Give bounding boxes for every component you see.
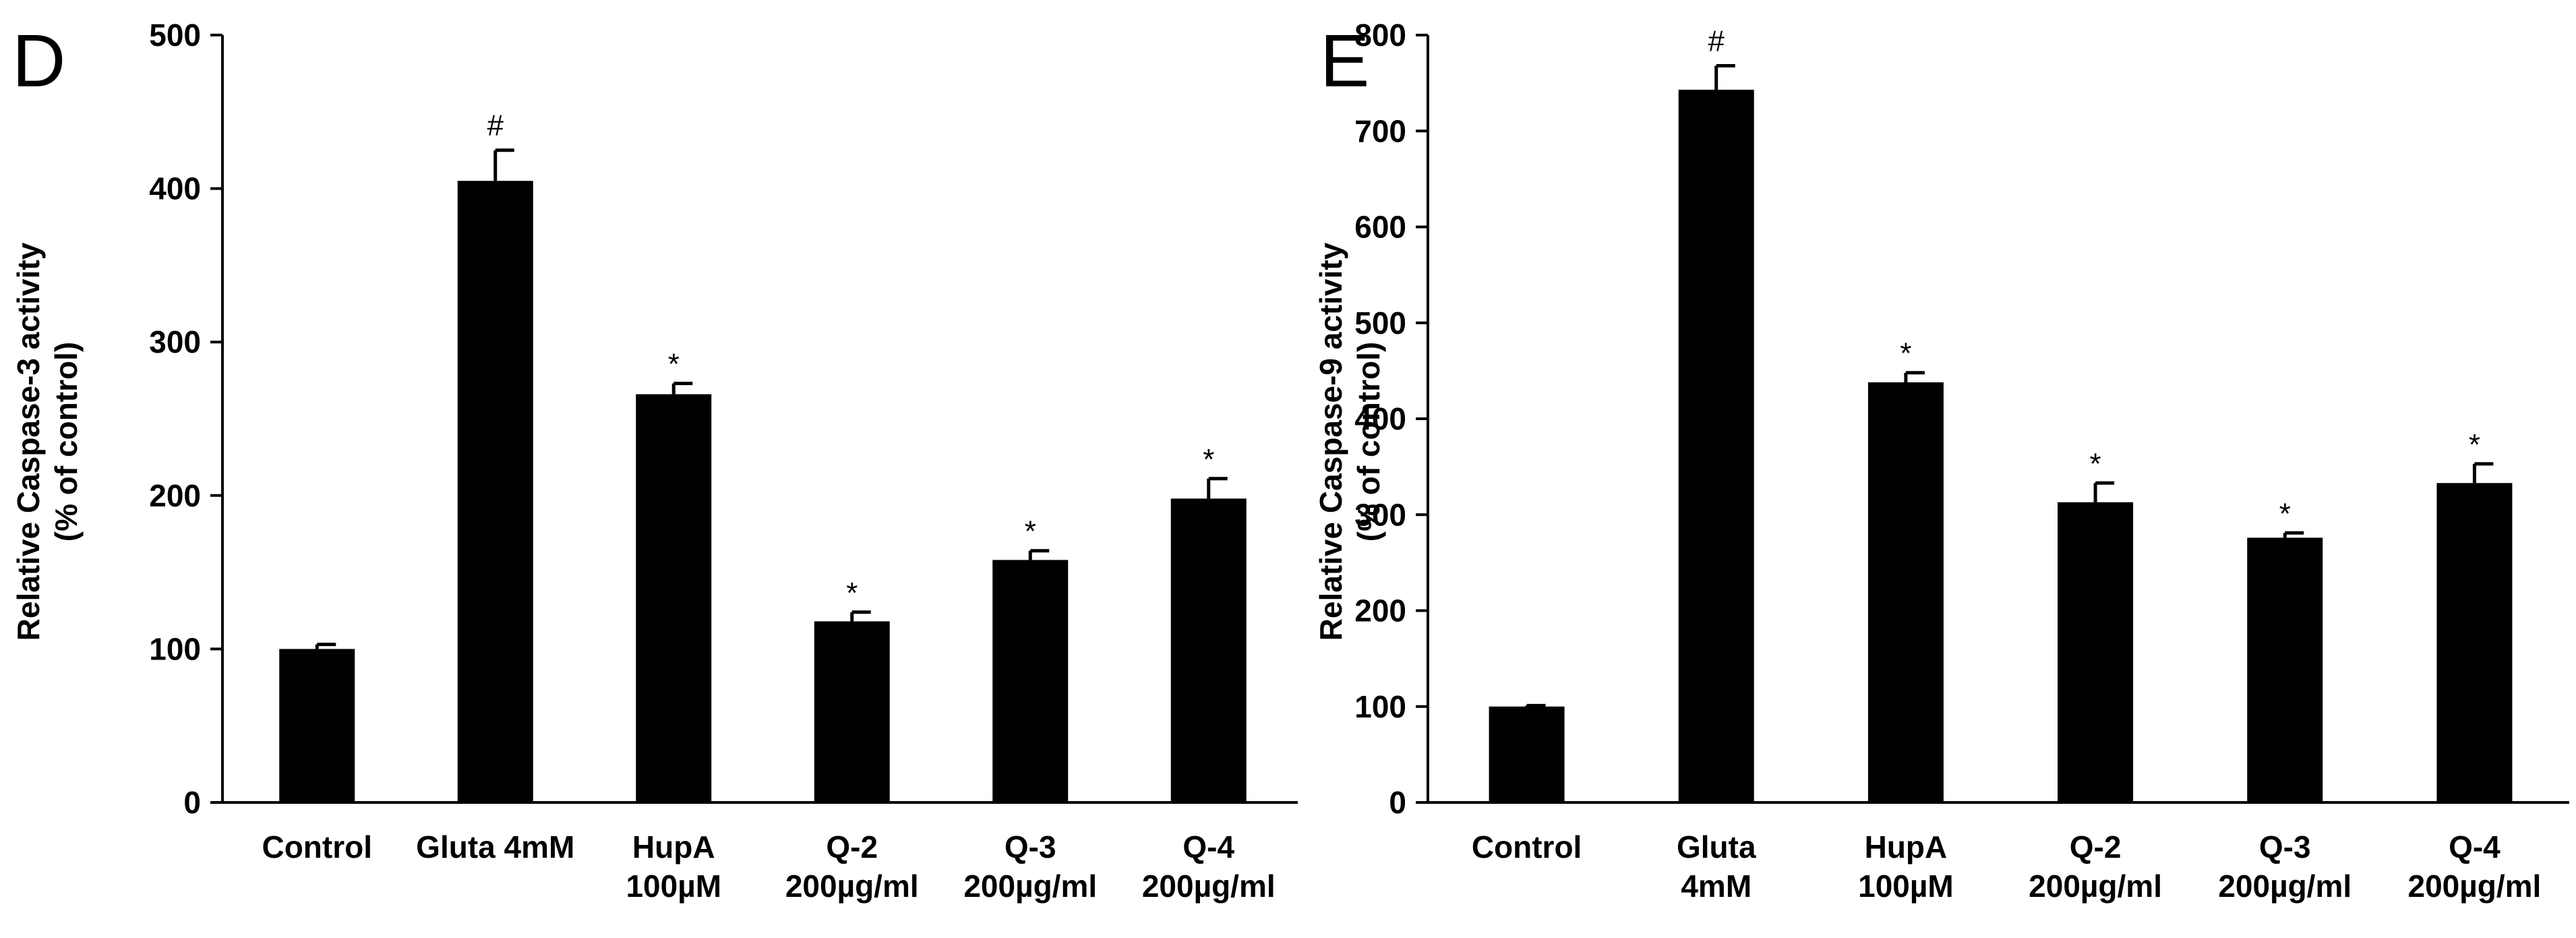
significance-star-label: * <box>1900 337 1911 370</box>
x-tick-label: 200µg/ml <box>2029 869 2162 904</box>
y-tick-label: 200 <box>149 478 201 513</box>
significance-star-label: * <box>668 348 680 381</box>
y-axis-title-line2: (% of control) <box>49 342 84 541</box>
x-tick-label: 200µg/ml <box>785 869 919 904</box>
bar <box>814 621 890 802</box>
x-tick-label: Control <box>1472 829 1582 864</box>
x-tick-label: 100µM <box>1858 869 1954 904</box>
bar <box>1170 498 1247 802</box>
y-tick-label: 200 <box>1354 593 1406 628</box>
bar <box>2058 502 2134 802</box>
y-axis-title-line1: Relative Caspase-9 activity <box>1313 242 1348 641</box>
bar <box>1867 382 1944 802</box>
bar <box>279 649 355 802</box>
significance-hash-label: # <box>487 109 504 142</box>
y-axis-title-line1: Relative Caspase-3 activity <box>11 242 46 641</box>
y-tick-label: 800 <box>1354 18 1406 53</box>
y-tick-label: 700 <box>1354 113 1406 148</box>
significance-star-label: * <box>2469 428 2480 461</box>
y-tick-label: 0 <box>183 785 201 820</box>
plot-area-d: 0 100 200 300 400 500 Control # Gluta 4mM * HupA 10… <box>149 18 1298 904</box>
y-tick-label: 0 <box>1389 785 1406 820</box>
y-tick-label: 100 <box>149 631 201 666</box>
x-tick-label: Gluta 4mM <box>416 829 574 864</box>
y-tick-label: 100 <box>1354 689 1406 724</box>
y-tick-label: 400 <box>149 171 201 206</box>
chart-panel-e: E Relative Caspase-9 activity (% of cont… <box>1313 18 2569 904</box>
x-tick-label: Control <box>262 829 372 864</box>
x-tick-label: HupA <box>632 829 715 864</box>
significance-hash-label: # <box>1708 25 1725 58</box>
x-tick-label: HupA <box>1865 829 1948 864</box>
bar <box>1489 706 1565 802</box>
significance-star-label: * <box>1025 515 1036 548</box>
x-tick-label: Gluta <box>1677 829 1756 864</box>
x-tick-label: Q-2 <box>2070 829 2122 864</box>
x-tick-label: 200µg/ml <box>1142 869 1276 904</box>
x-tick-label: Q-3 <box>1005 829 1056 864</box>
y-tick-label: 500 <box>1354 305 1406 341</box>
x-tick-label: 4mM <box>1681 869 1751 904</box>
bar <box>457 181 533 803</box>
bar <box>2247 537 2323 802</box>
plot-area-e: 0 100 200 300 400 500 600 700 800 Control # Gluta 4m… <box>1354 18 2569 904</box>
x-tick-label: Q-2 <box>826 829 878 864</box>
x-tick-label: Q-4 <box>2449 829 2500 864</box>
x-tick-label: 200µg/ml <box>963 869 1097 904</box>
y-tick-label: 500 <box>149 18 201 53</box>
y-tick-label: 300 <box>1354 497 1406 532</box>
bar <box>1678 90 1754 802</box>
bar <box>992 560 1069 802</box>
x-tick-label: Q-3 <box>2259 829 2311 864</box>
x-tick-label: Q-4 <box>1182 829 1234 864</box>
significance-star-label: * <box>2090 447 2101 480</box>
x-tick-label: 100µM <box>626 869 721 904</box>
bar <box>2436 483 2513 802</box>
y-axis-title-line2: (% of control) <box>1351 342 1386 541</box>
bar <box>636 394 712 802</box>
x-tick-label: 200µg/ml <box>2218 869 2352 904</box>
y-tick-label: 300 <box>149 324 201 359</box>
significance-star-label: * <box>2279 497 2291 530</box>
y-tick-label: 600 <box>1354 210 1406 245</box>
panel-letter-d: D <box>12 20 65 102</box>
significance-star-label: * <box>846 577 858 610</box>
significance-star-label: * <box>1203 443 1214 476</box>
y-tick-label: 400 <box>1354 401 1406 436</box>
x-tick-label: 200µg/ml <box>2408 869 2542 904</box>
panel-letter-e: E <box>1320 20 1369 102</box>
chart-panel-d: D Relative Caspase-3 activity (% of cont… <box>11 18 1298 904</box>
